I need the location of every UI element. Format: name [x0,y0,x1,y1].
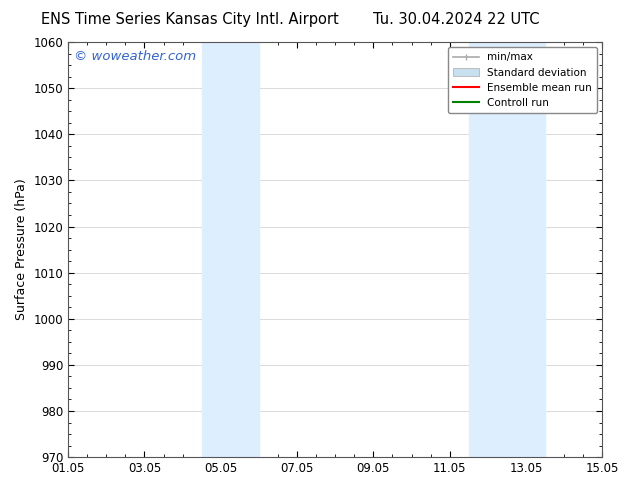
Text: © woweather.com: © woweather.com [74,50,196,63]
Legend: min/max, Standard deviation, Ensemble mean run, Controll run: min/max, Standard deviation, Ensemble me… [448,47,597,113]
Y-axis label: Surface Pressure (hPa): Surface Pressure (hPa) [15,179,28,320]
Bar [202,42,259,457]
Text: ENS Time Series Kansas City Intl. Airport: ENS Time Series Kansas City Intl. Airpor… [41,12,339,27]
Text: Tu. 30.04.2024 22 UTC: Tu. 30.04.2024 22 UTC [373,12,540,27]
Bar [469,42,545,457]
